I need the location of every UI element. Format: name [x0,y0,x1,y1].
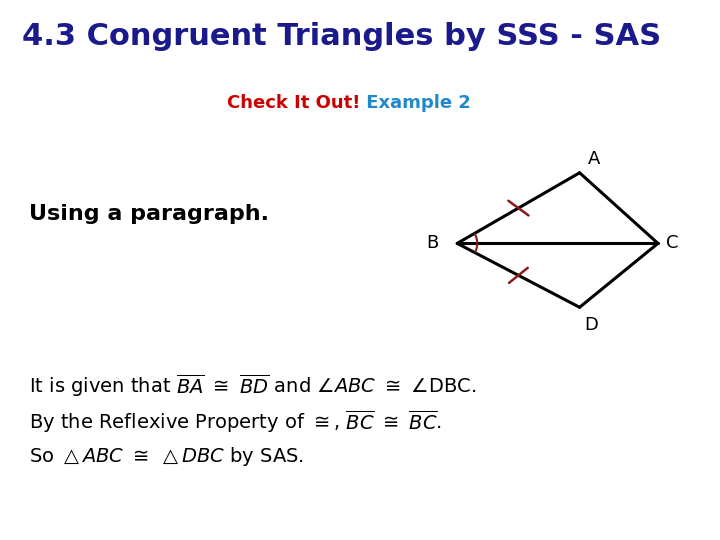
Text: It is given that $\overline{BA}$ $\cong$ $\overline{BD}$ and $\angle$$ABC$ $\con: It is given that $\overline{BA}$ $\cong$… [29,372,476,399]
Text: Example 2: Example 2 [360,94,471,112]
Text: Using a paragraph.: Using a paragraph. [29,204,269,224]
Text: 4.3 Congruent Triangles by SSS - SAS: 4.3 Congruent Triangles by SSS - SAS [22,22,661,51]
Text: So $\triangle$$ABC$ $\cong$ $\triangle$$DBC$ by SAS.: So $\triangle$$ABC$ $\cong$ $\triangle$$… [29,445,304,468]
Text: C: C [666,234,678,252]
Text: B: B [426,234,438,252]
Text: By the Reflexive Property of $\cong$, $\overline{BC}$ $\cong$ $\overline{BC}$.: By the Reflexive Property of $\cong$, $\… [29,408,442,435]
Text: Check It Out!: Check It Out! [227,94,360,112]
Text: D: D [585,315,598,334]
Text: A: A [588,150,600,167]
